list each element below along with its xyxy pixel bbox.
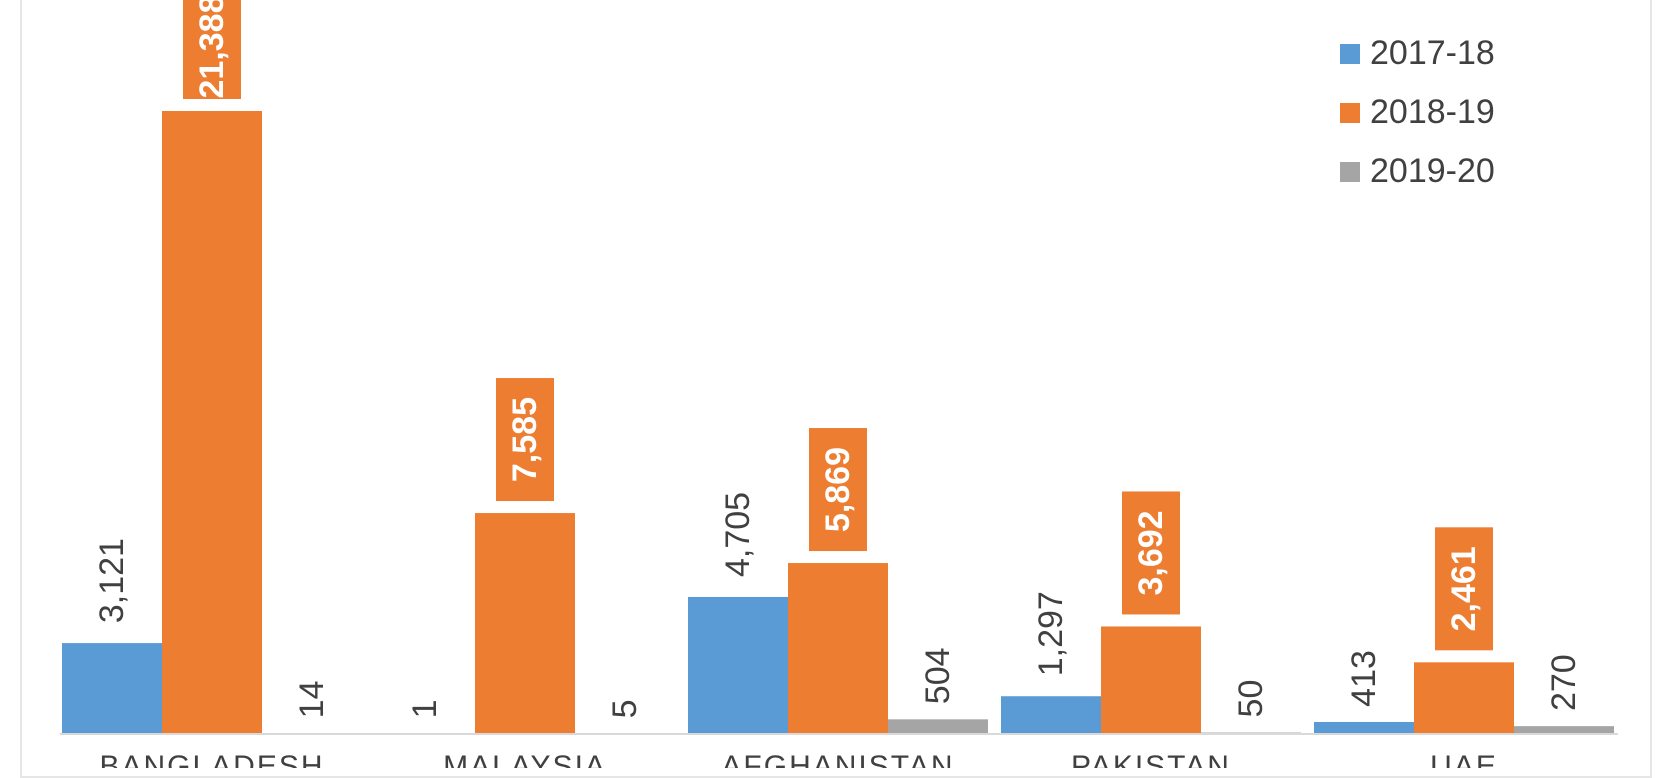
data-label-box [183, 0, 241, 99]
category-label: PAKISTAN [1071, 750, 1231, 768]
bar-2018-19-uae [1414, 662, 1514, 734]
data-label: 21,388 [193, 0, 231, 99]
data-label: 4,705 [719, 492, 757, 577]
bar-2019-20-afghanistan [888, 719, 988, 734]
legend-item: 2018-19 [1340, 83, 1495, 142]
legend-item: 2019-20 [1340, 142, 1495, 201]
bar-2017-18-bangladesh [62, 643, 162, 734]
data-label: 7,585 [506, 397, 544, 482]
category-label: AFGHANISTAN [721, 750, 954, 768]
data-label-box [809, 428, 867, 552]
data-label: 14 [293, 680, 331, 718]
data-label: 3,121 [93, 538, 131, 623]
legend: 2017-18 2018-19 2019-20 [1340, 24, 1495, 201]
data-label-box [1435, 527, 1493, 651]
bar-2018-19-malaysia [475, 513, 575, 734]
bar-2018-19-pakistan [1101, 626, 1201, 734]
data-label-box [1122, 491, 1180, 615]
data-label: 270 [1545, 654, 1583, 711]
legend-swatch [1340, 43, 1360, 64]
legend-swatch [1340, 161, 1360, 182]
bar-2018-19-bangladesh [162, 111, 262, 734]
legend-label: 2018-19 [1370, 93, 1495, 131]
data-label: 50 [1232, 680, 1270, 718]
bar-2019-20-uae [1514, 726, 1614, 734]
category-label: UAE [1430, 750, 1498, 768]
bar-2018-19-afghanistan [788, 563, 888, 734]
category-label: BANGLADESH [99, 750, 324, 768]
legend-label: 2019-20 [1370, 152, 1495, 190]
data-label: 1 [406, 699, 444, 718]
category-label: MALAYSIA [443, 750, 607, 768]
data-label: 413 [1345, 650, 1383, 707]
data-label: 5,869 [819, 447, 857, 532]
data-label: 5 [606, 699, 644, 718]
bar-2017-18-uae [1314, 721, 1414, 734]
data-label: 2,461 [1445, 546, 1483, 631]
legend-label: 2017-18 [1370, 34, 1495, 72]
data-label: 3,692 [1132, 510, 1170, 595]
bar-2017-18-pakistan [1001, 696, 1101, 734]
bar-2017-18-afghanistan [688, 596, 788, 734]
legend-swatch [1340, 102, 1360, 123]
data-label: 504 [919, 647, 957, 704]
data-label-box [496, 378, 554, 502]
legend-item: 2017-18 [1340, 24, 1495, 83]
data-label: 1,297 [1032, 591, 1070, 676]
